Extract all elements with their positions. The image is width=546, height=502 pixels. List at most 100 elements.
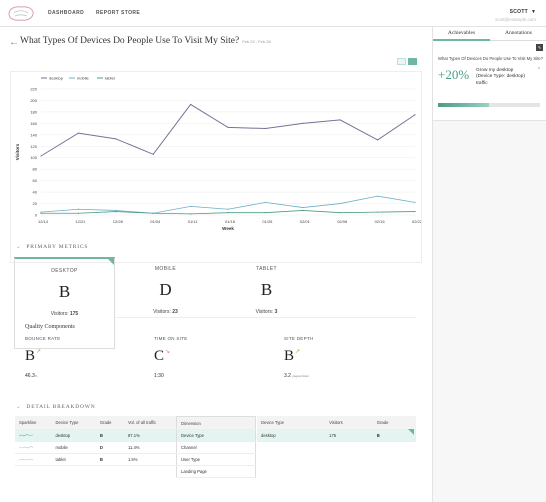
page-title: What Types Of Devices Do People Use To V…: [20, 36, 271, 46]
card-visitors: Visitors: 23: [115, 309, 216, 315]
device-cell: tablet: [51, 453, 96, 466]
data-point-desktop: [152, 153, 154, 155]
logo-icon[interactable]: [6, 4, 36, 23]
primary-metrics-label: PRIMARY METRICS: [26, 244, 89, 250]
nav-dashboard[interactable]: DASHBOARD: [48, 10, 85, 16]
date-range: Feb 22 - Feb 26: [242, 39, 271, 44]
y-tick-label: 0: [35, 213, 38, 218]
card-label: DESKTOP: [51, 268, 78, 274]
metric-value: 3.2 pages/visitor: [284, 373, 314, 379]
quality-metric-time-on-site: TIME ON SITE C ↘ 1:30: [154, 336, 188, 379]
metric-value-number: 1:30: [154, 373, 164, 379]
data-point-desktop: [227, 126, 229, 128]
card-grade: D: [159, 280, 172, 299]
dimension-item-device-type[interactable]: Device Type: [176, 429, 256, 442]
goal-progress-fill: [438, 103, 489, 107]
chevron-down-icon: ⌄: [16, 404, 22, 410]
visitors-value: 3: [274, 309, 278, 315]
metric-value: 46.3%: [25, 373, 60, 379]
goal-line: Grow my desktop: [476, 68, 514, 73]
table-header-row: Dimension: [176, 416, 256, 430]
chevron-down-icon: ▼: [531, 9, 536, 15]
card-visitors: Visitors: 175: [15, 311, 114, 317]
x-tick-label: 02/15: [375, 219, 386, 224]
card-grade: B: [260, 280, 273, 299]
detail-breakdown-label: DETAIL BREAKDOWN: [26, 404, 96, 410]
dimension-item-user-type[interactable]: User Type: [176, 453, 256, 466]
table-view-toggle-button[interactable]: [408, 58, 417, 65]
detail-breakdown-heading[interactable]: ⌄ DETAIL BREAKDOWN: [16, 404, 96, 410]
x-tick-label: 01/18: [225, 219, 236, 224]
dimension-item-channel[interactable]: Channel: [176, 441, 256, 454]
chevron-up-icon[interactable]: ⌃: [536, 67, 541, 73]
tab-achievables[interactable]: Achievables: [433, 27, 490, 41]
dimension-label: Landing Page: [176, 465, 256, 478]
user-name: SCOTT: [509, 9, 529, 15]
metric-grade: B ↗: [25, 348, 60, 365]
data-point-tablet: [40, 212, 42, 214]
visitors-value: 175: [69, 311, 79, 317]
dimension-label: Device Type: [176, 429, 256, 442]
data-point-desktop: [264, 127, 266, 130]
x-tick-label: 02/22: [412, 219, 421, 224]
metric-grade: B ↗: [284, 348, 314, 365]
metric-unit: %: [34, 374, 38, 378]
data-point-tablet: [339, 212, 341, 214]
column-header[interactable]: Device Type: [51, 416, 96, 430]
achievable-question: What Types Of Devices Do People Use To V…: [438, 56, 543, 61]
metric-value-number: 46.3: [25, 373, 35, 379]
column-header[interactable]: Visitors: [325, 416, 373, 430]
dimension-item-landing-page[interactable]: Landing Page: [176, 465, 256, 478]
nav-report-store[interactable]: REPORT STORE: [96, 10, 141, 16]
x-tick-label: 12/21: [75, 219, 86, 224]
table-row[interactable]: desktop 175 B: [257, 429, 416, 442]
column-header[interactable]: Vol. of all traffic: [123, 416, 176, 430]
table-row[interactable]: tablet B 1.5%: [15, 453, 176, 466]
data-point-desktop: [339, 119, 341, 121]
y-tick-label: 160: [30, 121, 37, 126]
y-tick-label: 180: [30, 109, 37, 114]
device-cell: desktop: [257, 429, 326, 442]
user-menu[interactable]: SCOTT ▼ scott@example.com: [495, 9, 536, 22]
metric-card-mobile[interactable]: MOBILE D Visitors: 23: [115, 257, 216, 349]
visitors-label: Visitors:: [153, 309, 171, 315]
quality-metric-site-depth: SITE DEPTH B ↗ 3.2 pages/visitor: [284, 336, 314, 379]
data-point-mobile: [302, 206, 304, 209]
visitors-label: Visitors:: [50, 311, 69, 317]
grade-cell: B: [372, 429, 416, 442]
column-header: Dimension: [176, 416, 256, 430]
chart-view-toggle-button[interactable]: [397, 58, 406, 65]
volume-cell: 11.4%: [123, 441, 176, 454]
metric-label: BOUNCE RATE: [25, 336, 61, 341]
y-tick-label: 20: [33, 201, 38, 206]
tab-annotations[interactable]: Annotations: [505, 30, 532, 36]
grade-cell: B: [95, 429, 124, 442]
table-row[interactable]: mobile D 11.4%: [15, 441, 176, 454]
data-point-mobile: [414, 201, 416, 203]
chevron-down-icon: ⌄: [16, 244, 22, 250]
goal-line: traffic: [476, 80, 488, 86]
back-arrow-icon[interactable]: ←: [9, 37, 19, 48]
column-header[interactable]: Sparkline: [15, 416, 52, 430]
edit-pencil-icon[interactable]: ✎: [536, 44, 543, 51]
metric-label: TIME ON SITE: [154, 336, 188, 341]
primary-metrics-heading[interactable]: ⌄ PRIMARY METRICS: [16, 244, 88, 250]
data-point-tablet: [152, 212, 154, 214]
sparkline-icon: [19, 458, 33, 460]
volume-cell: 1.5%: [123, 453, 176, 466]
quality-components-heading: Quality Components: [25, 324, 75, 330]
table-row[interactable]: desktop B 87.1%: [15, 429, 176, 442]
y-tick-label: 120: [30, 144, 37, 149]
card-grade: B: [58, 282, 71, 301]
column-header[interactable]: Grade: [372, 416, 416, 430]
data-point-desktop: [414, 114, 416, 116]
series-line-mobile: [40, 195, 416, 214]
y-tick-label: 60: [33, 178, 38, 183]
data-point-tablet: [302, 209, 304, 212]
metric-card-desktop[interactable]: DESKTOP B Visitors: 175: [14, 257, 115, 349]
card-label: TABLET: [256, 266, 277, 272]
column-header[interactable]: Grade: [95, 416, 124, 430]
dimension-label: Channel: [176, 441, 256, 454]
column-header[interactable]: Device Type: [257, 416, 326, 430]
metric-card-tablet[interactable]: TABLET B Visitors: 3: [216, 257, 317, 349]
